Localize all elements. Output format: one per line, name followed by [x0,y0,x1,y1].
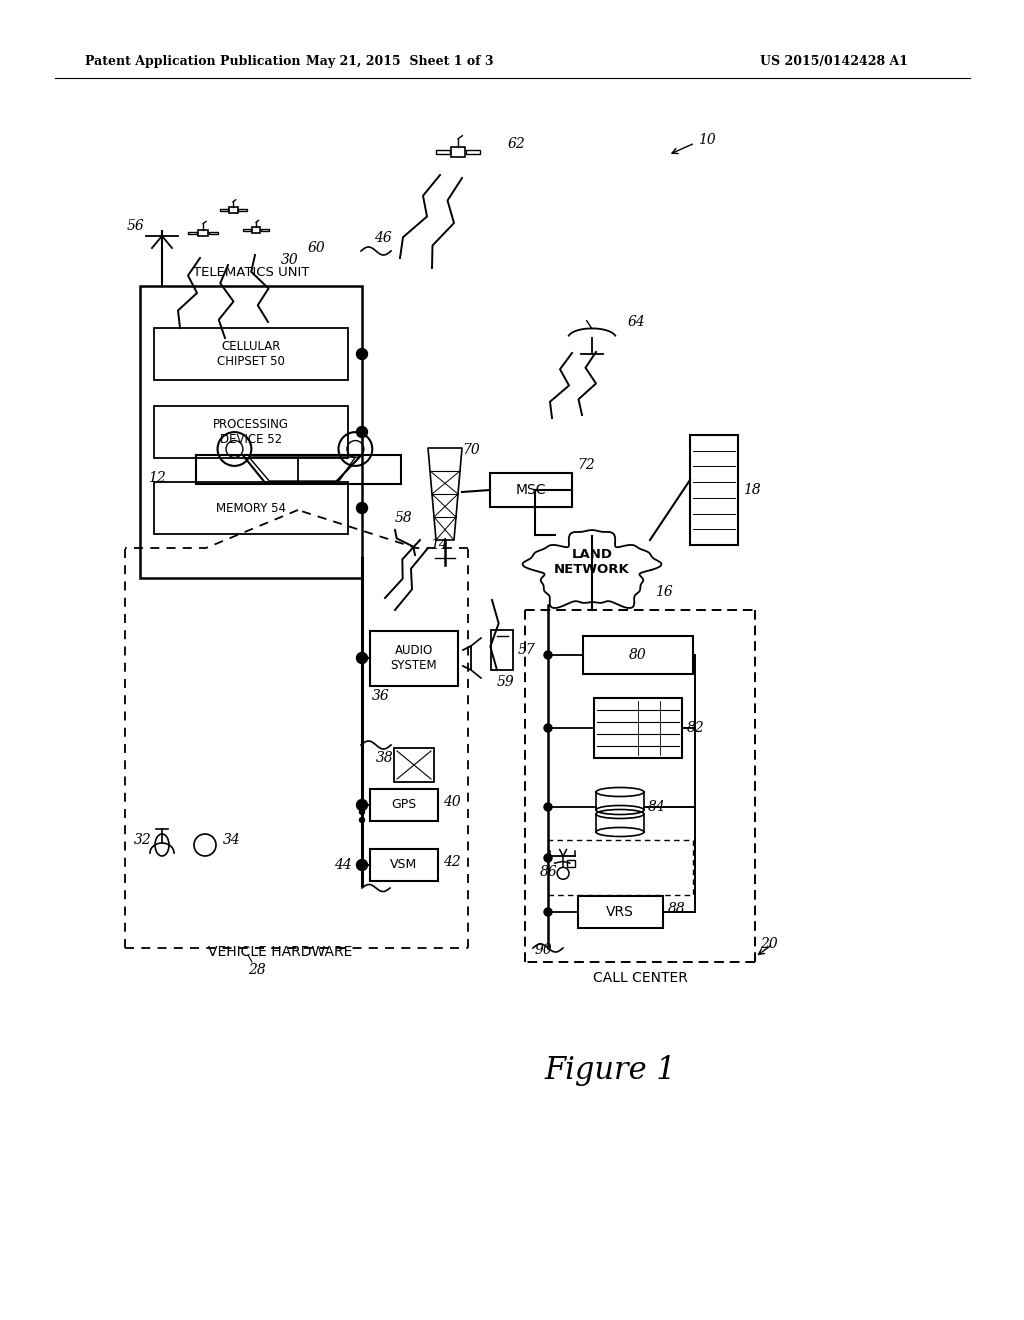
Bar [466,150,479,154]
Text: 42: 42 [443,855,461,869]
Text: VSM: VSM [390,858,418,871]
Text: 10: 10 [698,133,716,147]
Text: MEMORY 54: MEMORY 54 [216,502,286,515]
Bar [154,407,348,458]
Bar [252,227,260,232]
Circle shape [356,859,368,870]
Text: LAND
NETWORK: LAND NETWORK [554,548,630,576]
Circle shape [544,854,552,862]
Bar [566,859,575,867]
Text: GPS: GPS [391,799,417,812]
Circle shape [544,723,552,733]
Bar [578,896,663,928]
Text: 16: 16 [655,585,673,599]
Text: 86: 86 [540,865,558,879]
Text: TELEMATICS UNIT: TELEMATICS UNIT [193,265,309,279]
Circle shape [544,908,552,916]
Text: VEHICLE HARDWARE: VEHICLE HARDWARE [208,945,352,960]
Text: 80: 80 [629,648,647,663]
Circle shape [356,348,368,359]
Text: 72: 72 [577,458,595,473]
Bar [154,327,348,380]
Bar [228,207,238,213]
Text: 56: 56 [127,219,144,234]
Text: 60: 60 [308,242,326,255]
Text: 20: 20 [760,937,778,950]
Text: CELLULAR
CHIPSET 50: CELLULAR CHIPSET 50 [217,341,285,368]
Bar [140,286,362,578]
Text: 82: 82 [687,721,705,735]
Circle shape [356,652,368,664]
Circle shape [356,426,368,437]
Text: 12: 12 [148,471,166,484]
Text: CALL CENTER: CALL CENTER [593,972,687,985]
Text: MSC: MSC [516,483,546,498]
Text: 90: 90 [535,942,553,957]
Bar [244,228,251,231]
Text: 32: 32 [134,833,152,847]
Bar [436,150,450,154]
Bar [209,231,218,235]
Bar [690,436,738,545]
Text: PROCESSING
DEVICE 52: PROCESSING DEVICE 52 [213,418,289,446]
Text: 88: 88 [668,902,685,916]
Text: 40: 40 [443,795,461,809]
Text: 46: 46 [374,231,392,246]
Text: May 21, 2015  Sheet 1 of 3: May 21, 2015 Sheet 1 of 3 [306,55,494,69]
Text: 38: 38 [376,751,394,766]
Text: 62: 62 [508,137,525,150]
Bar [219,209,227,211]
Text: 57: 57 [518,643,536,657]
Text: US 2015/0142428 A1: US 2015/0142428 A1 [760,55,908,69]
Text: 44: 44 [334,858,352,873]
Bar [548,840,693,895]
Circle shape [356,800,368,810]
Text: 59: 59 [497,675,515,689]
Text: 30: 30 [281,253,299,267]
Text: 28: 28 [248,964,266,977]
Text: 14: 14 [430,539,447,552]
Text: 84: 84 [648,800,666,814]
Text: 34: 34 [223,833,241,847]
Bar [370,789,438,821]
Bar [451,148,465,157]
Bar [187,231,197,235]
Text: 36: 36 [372,689,390,702]
Bar [490,630,513,671]
Circle shape [359,809,365,814]
Circle shape [359,801,365,807]
Bar [239,209,247,211]
Bar [594,698,682,758]
Text: 64: 64 [628,315,646,329]
Text: 58: 58 [395,511,413,525]
Bar [154,482,348,535]
Bar [583,636,693,675]
Bar [490,473,572,507]
Circle shape [544,803,552,810]
Bar [198,230,208,236]
Bar [370,849,438,880]
Circle shape [544,651,552,659]
Circle shape [356,503,368,513]
Text: Patent Application Publication: Patent Application Publication [85,55,300,69]
Bar [261,228,268,231]
Text: 70: 70 [462,444,480,457]
Circle shape [359,817,365,822]
Bar [394,748,434,781]
Bar [370,631,458,685]
Text: Figure 1: Figure 1 [544,1055,676,1085]
Text: AUDIO
SYSTEM: AUDIO SYSTEM [391,644,437,672]
Text: 18: 18 [743,483,761,498]
Text: VRS: VRS [606,906,634,919]
